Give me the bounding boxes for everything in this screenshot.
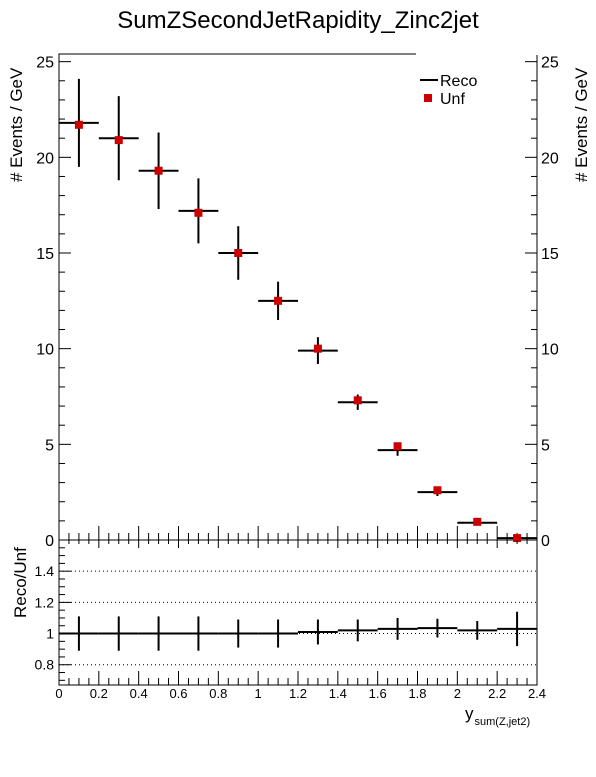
chart-title: SumZSecondJetRapidity_Zinc2jet [117, 7, 479, 34]
unf-marker [313, 344, 322, 353]
x-tick-label: 0.6 [169, 686, 187, 701]
x-axis-label-subscript: sum(Z,jet2) [475, 716, 531, 728]
top-ytick-label-left: 5 [45, 437, 54, 454]
x-tick-label: 1.2 [289, 686, 307, 701]
x-axis-label-main: y [465, 704, 474, 723]
x-tick-label: 0.2 [90, 686, 108, 701]
top-ytick-label-left: 0 [45, 533, 54, 550]
top-ytick-label-right: 0 [541, 533, 550, 550]
x-tick-label: 2 [454, 686, 461, 701]
unf-marker [234, 248, 243, 257]
x-tick-label: 2.4 [528, 686, 546, 701]
ratio-ytick-label: 1 [46, 626, 54, 642]
unf-marker [194, 208, 203, 217]
unf-marker [433, 486, 442, 495]
legend-occluder [416, 53, 538, 55]
top-ytick-label-right: 20 [541, 150, 559, 167]
top-ytick-label-left: 10 [36, 342, 54, 359]
x-tick-label: 0.8 [209, 686, 227, 701]
top-ylabel-right: # Events / GeV [572, 67, 591, 182]
ratio-ylabel: Reco/Unf [11, 547, 30, 618]
ratio-ytick-label: 0.8 [35, 657, 55, 673]
top-ylabel-left: # Events / GeV [7, 67, 26, 182]
x-tick-label: 1.4 [329, 686, 347, 701]
unf-marker [393, 442, 402, 451]
top-ytick-label-right: 25 [541, 55, 559, 72]
unf-marker [74, 120, 83, 129]
top-ytick-label-left: 20 [36, 150, 54, 167]
top-ytick-label-left: 15 [36, 246, 54, 263]
ratio-ytick-label: 1.2 [35, 594, 55, 610]
ratio-ytick-label: 1.4 [35, 563, 55, 579]
legend-unf-label: Unf [440, 91, 465, 108]
top-ytick-label-right: 15 [541, 246, 559, 263]
x-tick-label: 0.4 [130, 686, 148, 701]
unf-marker [473, 517, 482, 526]
x-tick-label: 1.6 [369, 686, 387, 701]
top-ytick-label-right: 5 [541, 437, 550, 454]
x-tick-label: 2.2 [488, 686, 506, 701]
x-tick-label: 1 [255, 686, 262, 701]
x-axis-label: ysum(Z,jet2) [465, 704, 530, 728]
x-tick-label: 0 [55, 686, 62, 701]
legend-reco-label: Reco [440, 73, 477, 90]
x-tick-label: 1.8 [408, 686, 426, 701]
top-ytick-label-left: 25 [36, 55, 54, 72]
unf-marker [513, 534, 522, 543]
top-ytick-label-right: 10 [541, 342, 559, 359]
ratio-panel-frame [58, 539, 538, 686]
unf-marker [353, 396, 362, 405]
legend-unf-swatch [424, 94, 432, 102]
unf-marker [154, 166, 163, 175]
top-panel-frame [58, 53, 538, 541]
unf-marker [114, 136, 123, 145]
unf-marker [274, 296, 283, 305]
